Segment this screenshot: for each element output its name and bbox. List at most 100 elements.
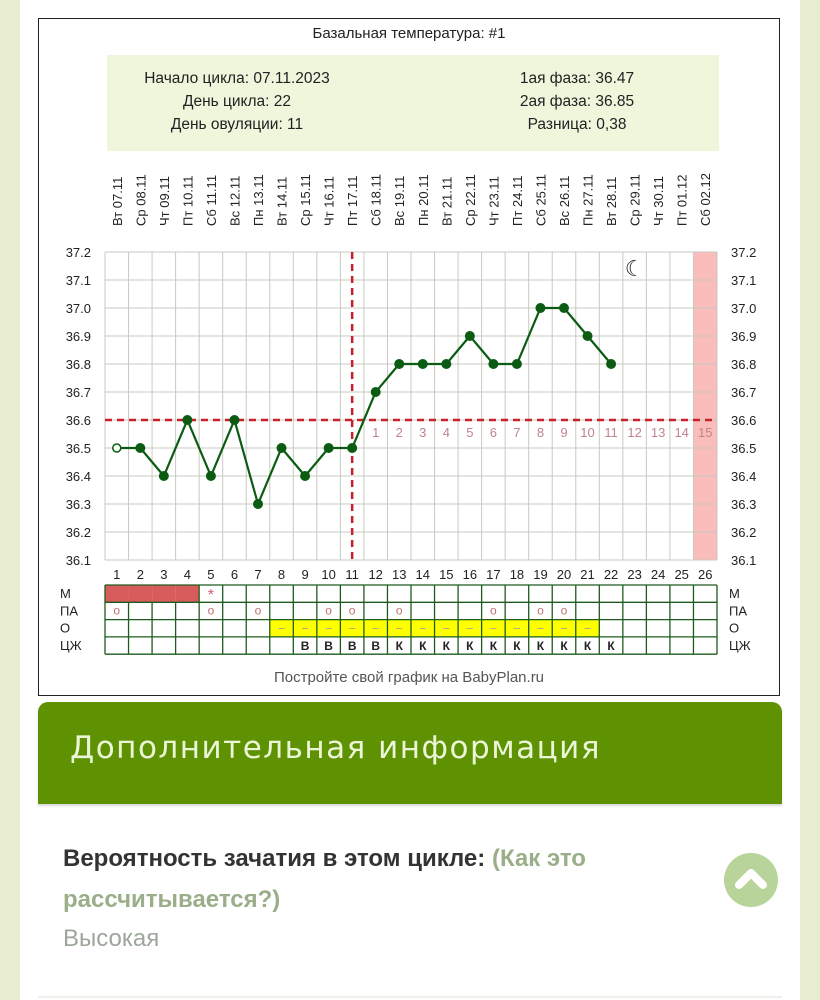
section-header: Дополнительная информация [38, 702, 782, 804]
ovulation-day: День овуляции: 11 [170, 116, 304, 133]
ovulation-test-mark: – [537, 623, 544, 635]
day-number: 9 [301, 567, 308, 582]
luteal-day-label: 1 [372, 425, 379, 440]
row-label-right: О [729, 621, 739, 636]
y-tick-left: 36.3 [66, 497, 91, 512]
menstruation-cell [128, 585, 153, 603]
bbt-chart: Базальная температура: #1 Начало цикла: … [38, 18, 780, 696]
phase1-avg: 1ая фаза: 36.47 [519, 70, 635, 87]
day-number: 25 [674, 567, 688, 582]
luteal-day-label: 7 [513, 425, 520, 440]
temperature-point [535, 303, 546, 313]
row-label-left: М [60, 586, 71, 601]
moon-icon: ☾ [625, 256, 645, 281]
phase2-avg: 2ая фаза: 36.85 [519, 93, 635, 110]
luteal-day-label: 4 [443, 425, 450, 440]
ovulation-test-cell [575, 619, 600, 637]
intercourse-mark: o [208, 603, 215, 617]
day-number: 15 [439, 567, 453, 582]
date-label: Вс 12.11 [227, 176, 242, 226]
date-label: Пн 27.11 [581, 174, 596, 226]
cycle-start: Начало цикла: 07.11.2023 [144, 70, 330, 87]
cervical-fluid-mark: К [607, 639, 615, 653]
row-label-left: О [60, 621, 70, 636]
day-number: 26 [698, 567, 712, 582]
section-title: Дополнительная информация [70, 730, 601, 766]
temperature-point [229, 415, 240, 425]
ovulation-test-mark: – [302, 623, 309, 635]
ovulation-test-cell [269, 619, 294, 637]
ovulation-test-mark: – [561, 623, 568, 635]
ovulation-test-mark: – [396, 623, 403, 635]
temperature-point [205, 471, 216, 481]
temperature-point [276, 443, 287, 453]
scroll-to-top-button[interactable] [724, 853, 778, 907]
cervical-fluid-mark: К [584, 639, 592, 653]
how-calculated-link[interactable]: (Как это рассчитывается?) [63, 845, 586, 913]
probability-value: Высокая [63, 925, 160, 952]
day-number: 7 [254, 567, 261, 582]
y-tick-right: 36.9 [731, 329, 756, 344]
day-number: 8 [278, 567, 285, 582]
temperature-point [300, 471, 311, 481]
day-number: 11 [345, 567, 359, 582]
menstruation-cell [175, 585, 200, 603]
chart-title: Базальная температура: #1 [312, 25, 506, 42]
day-number: 24 [651, 567, 665, 582]
ovulation-test-mark: – [443, 623, 450, 635]
date-label: Вс 19.11 [392, 176, 407, 226]
day-number: 17 [486, 567, 500, 582]
y-tick-left: 37.0 [66, 301, 91, 316]
ovulation-test-mark: – [584, 623, 591, 635]
cycle-day: День цикла: 22 [182, 93, 292, 110]
ovulation-test-cell [387, 619, 411, 637]
y-tick-right: 36.5 [731, 441, 756, 456]
ovulation-test-cell [458, 619, 482, 637]
day-number: 5 [207, 567, 214, 582]
y-tick-left: 36.5 [66, 441, 91, 456]
intercourse-mark: o [325, 603, 332, 617]
ovulation-test-cell [340, 619, 364, 637]
day-number: 3 [160, 567, 167, 582]
day-number: 12 [368, 567, 382, 582]
intercourse-mark: o [537, 603, 544, 617]
y-tick-left: 36.2 [66, 525, 91, 540]
date-label: Чт 30.11 [651, 176, 666, 226]
divider [38, 996, 782, 998]
intercourse-mark: o [349, 603, 356, 617]
date-label: Ср 29.11 [628, 174, 643, 226]
luteal-day-label: 13 [651, 425, 665, 440]
temperature-point [253, 499, 263, 509]
day-number: 20 [557, 567, 571, 582]
ovulation-test-cell [293, 619, 317, 637]
ovulation-test-cell [552, 619, 576, 637]
y-tick-right: 36.4 [731, 469, 756, 484]
day-number: 13 [392, 567, 406, 582]
day-number: 22 [604, 567, 618, 582]
date-label: Пт 01.12 [675, 175, 690, 226]
y-tick-left: 37.2 [66, 245, 91, 260]
date-label: Пн 20.11 [416, 174, 431, 226]
cervical-fluid-mark: К [396, 639, 404, 653]
intercourse-mark: o [490, 603, 497, 617]
date-label: Сб 02.12 [698, 173, 713, 226]
row-label-right: ЦЖ [729, 638, 751, 653]
ovulation-test-mark: – [467, 623, 474, 635]
cervical-fluid-mark: В [371, 639, 380, 653]
temperature-point [417, 359, 428, 369]
babyplan-link[interactable]: Постройте свой график на BabyPlan.ru [273, 669, 545, 686]
date-label: Вт 21.11 [439, 177, 454, 226]
ovulation-test-cell [528, 619, 553, 637]
ovulation-test-mark: – [420, 623, 427, 635]
ovulation-test-cell [316, 619, 341, 637]
temperature-point [323, 443, 334, 453]
temperature-point [441, 359, 452, 369]
conception-probability: Вероятность зачатия в этом цикле: (Как э… [63, 838, 683, 920]
luteal-day-label: 9 [560, 425, 567, 440]
day-number: 4 [184, 567, 191, 582]
luteal-day-label: 10 [580, 425, 594, 440]
date-label: Сб 18.11 [369, 174, 384, 226]
temperature-point [112, 443, 122, 453]
luteal-day-label: 8 [537, 425, 544, 440]
date-label: Вт 14.11 [275, 177, 290, 226]
